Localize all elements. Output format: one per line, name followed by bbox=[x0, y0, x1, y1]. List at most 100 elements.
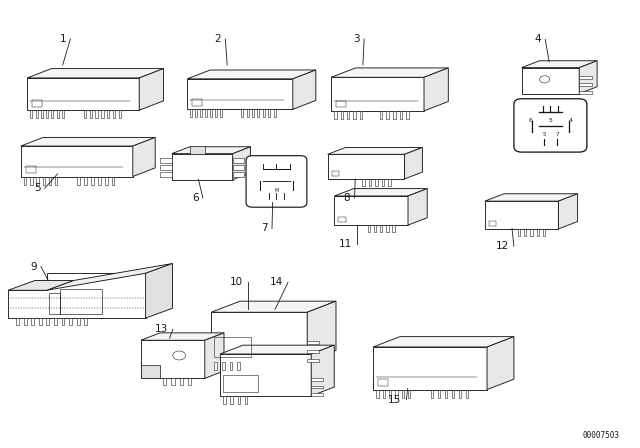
Polygon shape bbox=[388, 179, 390, 185]
Polygon shape bbox=[311, 378, 323, 381]
Text: 9: 9 bbox=[30, 262, 36, 271]
Polygon shape bbox=[524, 229, 527, 236]
Polygon shape bbox=[211, 312, 307, 362]
Polygon shape bbox=[399, 111, 402, 119]
Polygon shape bbox=[28, 69, 164, 78]
Polygon shape bbox=[28, 78, 140, 110]
Polygon shape bbox=[307, 301, 336, 362]
Polygon shape bbox=[69, 318, 72, 325]
Polygon shape bbox=[543, 229, 545, 236]
Text: 3: 3 bbox=[353, 34, 360, 44]
Polygon shape bbox=[90, 110, 92, 118]
Polygon shape bbox=[141, 333, 224, 340]
Polygon shape bbox=[20, 138, 155, 146]
Polygon shape bbox=[41, 110, 43, 118]
Text: 10: 10 bbox=[230, 277, 243, 287]
Polygon shape bbox=[36, 177, 39, 185]
Polygon shape bbox=[160, 158, 172, 163]
Polygon shape bbox=[393, 111, 396, 119]
Polygon shape bbox=[518, 229, 520, 236]
Polygon shape bbox=[406, 111, 409, 119]
Polygon shape bbox=[56, 110, 59, 118]
Polygon shape bbox=[332, 68, 448, 77]
Polygon shape bbox=[141, 340, 205, 378]
Polygon shape bbox=[307, 350, 319, 353]
Polygon shape bbox=[452, 389, 454, 398]
Polygon shape bbox=[101, 110, 104, 118]
Polygon shape bbox=[188, 378, 191, 384]
Polygon shape bbox=[347, 111, 349, 119]
Text: 7: 7 bbox=[556, 132, 559, 137]
Text: 5: 5 bbox=[548, 118, 552, 123]
Polygon shape bbox=[332, 77, 424, 111]
Polygon shape bbox=[205, 333, 224, 378]
Polygon shape bbox=[43, 177, 45, 185]
Polygon shape bbox=[362, 179, 365, 185]
Polygon shape bbox=[230, 362, 232, 370]
Polygon shape bbox=[438, 389, 440, 398]
Polygon shape bbox=[408, 389, 410, 398]
Polygon shape bbox=[163, 378, 166, 384]
Polygon shape bbox=[579, 83, 592, 86]
Polygon shape bbox=[340, 111, 343, 119]
Polygon shape bbox=[233, 165, 244, 170]
Polygon shape bbox=[360, 111, 362, 119]
Polygon shape bbox=[386, 225, 388, 232]
Polygon shape bbox=[328, 147, 422, 154]
Polygon shape bbox=[237, 396, 240, 404]
Polygon shape bbox=[46, 110, 48, 118]
Polygon shape bbox=[558, 194, 578, 229]
Polygon shape bbox=[31, 110, 33, 118]
Polygon shape bbox=[376, 389, 379, 398]
Polygon shape bbox=[205, 109, 207, 117]
Polygon shape bbox=[8, 273, 146, 318]
Polygon shape bbox=[62, 110, 64, 118]
Text: 15: 15 bbox=[388, 395, 401, 405]
Polygon shape bbox=[311, 386, 323, 388]
Polygon shape bbox=[579, 76, 592, 78]
Text: 00007503: 00007503 bbox=[582, 431, 620, 440]
Polygon shape bbox=[401, 389, 404, 398]
Polygon shape bbox=[374, 225, 376, 232]
Text: 11: 11 bbox=[339, 239, 352, 249]
Polygon shape bbox=[39, 318, 42, 325]
Polygon shape bbox=[133, 138, 155, 177]
Polygon shape bbox=[160, 165, 172, 170]
Polygon shape bbox=[531, 229, 532, 236]
Polygon shape bbox=[220, 354, 311, 396]
Polygon shape bbox=[146, 263, 172, 318]
Polygon shape bbox=[404, 147, 422, 179]
Text: 6: 6 bbox=[528, 118, 532, 123]
Polygon shape bbox=[105, 177, 108, 185]
Polygon shape bbox=[353, 111, 356, 119]
Polygon shape bbox=[187, 70, 316, 79]
Polygon shape bbox=[383, 389, 385, 398]
Text: 4: 4 bbox=[568, 118, 573, 123]
Polygon shape bbox=[172, 378, 175, 384]
Text: 5: 5 bbox=[542, 132, 545, 137]
Polygon shape bbox=[241, 109, 243, 117]
Polygon shape bbox=[200, 109, 202, 117]
Polygon shape bbox=[119, 110, 121, 118]
Polygon shape bbox=[408, 189, 428, 225]
Polygon shape bbox=[220, 109, 222, 117]
Polygon shape bbox=[380, 111, 382, 119]
Polygon shape bbox=[98, 177, 100, 185]
Polygon shape bbox=[84, 110, 86, 118]
Text: 4: 4 bbox=[534, 34, 541, 44]
Polygon shape bbox=[293, 70, 316, 109]
Polygon shape bbox=[536, 229, 539, 236]
Polygon shape bbox=[392, 225, 395, 232]
Polygon shape bbox=[389, 389, 391, 398]
Polygon shape bbox=[49, 177, 51, 185]
Polygon shape bbox=[487, 336, 514, 389]
Polygon shape bbox=[396, 389, 397, 398]
Polygon shape bbox=[466, 389, 468, 398]
Polygon shape bbox=[84, 177, 87, 185]
Text: 6: 6 bbox=[192, 193, 198, 203]
Polygon shape bbox=[187, 79, 293, 109]
Polygon shape bbox=[191, 109, 192, 117]
Polygon shape bbox=[244, 396, 248, 404]
Polygon shape bbox=[24, 318, 27, 325]
Polygon shape bbox=[172, 154, 233, 180]
